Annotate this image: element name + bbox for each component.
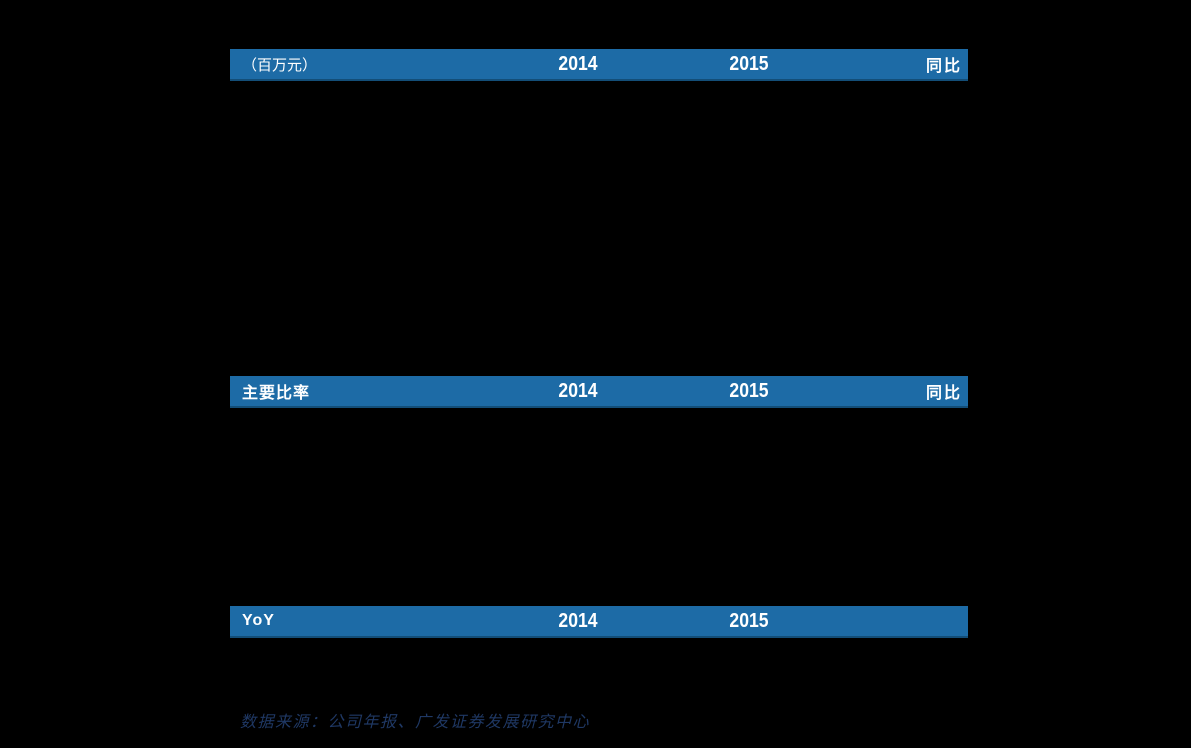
table1-row-label: （百万元）	[242, 56, 318, 74]
table1-col-yoy: 同比	[925, 58, 962, 75]
table-header-key-ratios: 主要比率 2014 2015 同比	[230, 376, 968, 408]
table3-col-2014: 2014	[558, 609, 598, 632]
table3-col-2015: 2015	[729, 609, 769, 632]
table-header-financials-millions: （百万元） 2014 2015 同比	[230, 49, 968, 81]
table2-col-2014: 2014	[558, 379, 598, 402]
table2-row-label: 主要比率	[242, 385, 311, 402]
table1-col-2015: 2015	[729, 52, 769, 75]
table-header-yoy: YoY 2014 2015	[230, 606, 968, 638]
data-source-note: 数据来源：公司年报、广发证券发展研究中心	[240, 712, 591, 731]
table2-col-yoy: 同比	[925, 385, 962, 402]
table1-col-2014: 2014	[558, 52, 598, 75]
table2-col-2015: 2015	[729, 379, 769, 402]
table3-row-label: YoY	[242, 612, 275, 629]
